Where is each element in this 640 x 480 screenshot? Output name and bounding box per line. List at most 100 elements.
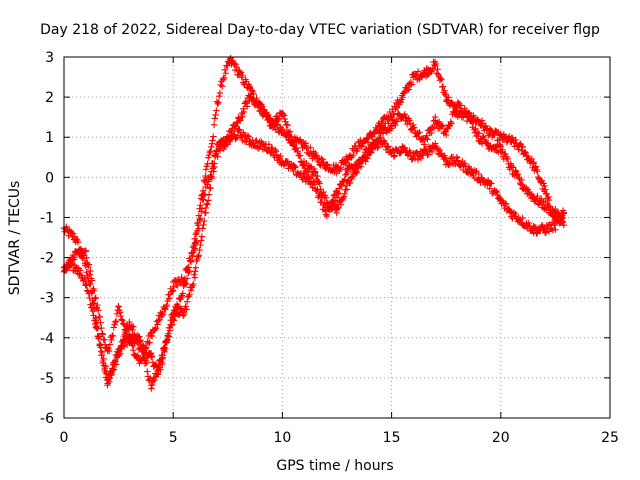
data-point bbox=[542, 206, 550, 213]
data-point bbox=[224, 62, 231, 69]
data-point bbox=[466, 110, 473, 117]
data-point bbox=[96, 313, 104, 321]
data-point bbox=[143, 359, 150, 367]
data-point bbox=[133, 353, 140, 360]
data-point bbox=[207, 171, 214, 179]
data-point bbox=[204, 160, 211, 168]
data-point bbox=[504, 155, 511, 163]
data-point bbox=[404, 116, 412, 124]
data-point bbox=[159, 354, 167, 361]
data-point bbox=[370, 129, 377, 136]
data-point bbox=[138, 356, 146, 364]
data-point bbox=[306, 164, 313, 172]
data-point bbox=[560, 222, 568, 229]
data-point bbox=[493, 188, 500, 196]
data-point bbox=[216, 147, 224, 154]
data-point bbox=[341, 190, 348, 198]
data-point bbox=[406, 117, 413, 124]
data-point bbox=[106, 378, 113, 386]
data-point bbox=[438, 76, 445, 83]
data-point bbox=[525, 190, 532, 197]
data-points bbox=[60, 55, 568, 392]
data-point bbox=[141, 350, 148, 358]
data-point bbox=[244, 132, 252, 140]
data-point bbox=[115, 303, 122, 311]
data-point bbox=[253, 94, 260, 102]
data-point bbox=[314, 186, 321, 193]
data-point bbox=[185, 292, 192, 300]
data-point bbox=[190, 271, 198, 278]
data-point bbox=[403, 87, 411, 94]
data-point bbox=[272, 148, 280, 155]
data-point bbox=[542, 186, 549, 193]
data-point bbox=[560, 209, 568, 216]
data-point bbox=[123, 330, 131, 338]
data-point bbox=[300, 161, 307, 168]
data-point bbox=[143, 344, 150, 351]
data-point bbox=[116, 350, 124, 357]
data-point bbox=[117, 345, 125, 352]
data-point bbox=[233, 134, 241, 142]
data-point bbox=[502, 150, 509, 158]
data-point bbox=[380, 137, 387, 144]
data-point bbox=[162, 345, 169, 353]
data-point bbox=[180, 310, 188, 318]
data-point bbox=[362, 158, 369, 165]
data-point bbox=[479, 132, 486, 140]
data-point bbox=[556, 220, 563, 227]
data-point bbox=[137, 336, 144, 344]
data-point bbox=[208, 143, 215, 151]
data-point bbox=[411, 124, 418, 132]
y-tick-label: -3 bbox=[40, 291, 54, 307]
data-point bbox=[203, 201, 210, 208]
data-point bbox=[65, 232, 72, 239]
data-point bbox=[403, 120, 411, 128]
data-point bbox=[516, 142, 523, 149]
data-point bbox=[269, 124, 277, 131]
data-point bbox=[357, 159, 365, 167]
data-point bbox=[129, 326, 136, 334]
data-point bbox=[545, 193, 552, 201]
data-point bbox=[190, 280, 197, 288]
data-point bbox=[475, 170, 482, 178]
data-point bbox=[163, 339, 171, 346]
data-point bbox=[272, 146, 279, 154]
y-tick-label: 0 bbox=[45, 170, 54, 186]
data-point bbox=[100, 355, 107, 363]
x-tick-label: 25 bbox=[601, 430, 619, 446]
data-point bbox=[166, 324, 174, 332]
data-point bbox=[504, 205, 511, 212]
data-point bbox=[393, 118, 401, 125]
axis-ticks: 0 5 10 15 20 25 -6 -5 -4 -3 -2 -1 0 1 2 3 bbox=[40, 50, 619, 446]
data-point bbox=[498, 149, 505, 156]
data-point bbox=[214, 100, 221, 108]
data-point bbox=[284, 121, 291, 129]
data-point bbox=[145, 376, 153, 384]
data-point bbox=[374, 144, 381, 152]
data-point bbox=[461, 105, 468, 112]
data-point bbox=[201, 190, 208, 198]
data-point bbox=[172, 303, 179, 310]
data-point bbox=[275, 116, 282, 124]
data-point bbox=[134, 352, 142, 359]
data-point bbox=[453, 154, 461, 162]
data-point bbox=[559, 212, 566, 219]
data-point bbox=[545, 222, 552, 229]
data-point bbox=[552, 226, 559, 233]
y-tick-label: 2 bbox=[45, 90, 54, 106]
y-tick-label: -4 bbox=[40, 331, 54, 347]
data-point bbox=[318, 194, 325, 202]
data-point bbox=[318, 155, 325, 162]
data-point bbox=[92, 324, 99, 331]
data-point bbox=[144, 368, 151, 375]
data-point bbox=[112, 318, 119, 326]
data-point bbox=[382, 140, 389, 147]
data-point bbox=[195, 252, 203, 259]
data-point bbox=[89, 307, 96, 315]
data-point bbox=[102, 363, 109, 370]
data-point bbox=[202, 204, 210, 212]
data-point bbox=[559, 218, 566, 226]
data-point bbox=[192, 231, 200, 238]
data-point bbox=[335, 190, 342, 198]
data-point bbox=[210, 133, 217, 140]
